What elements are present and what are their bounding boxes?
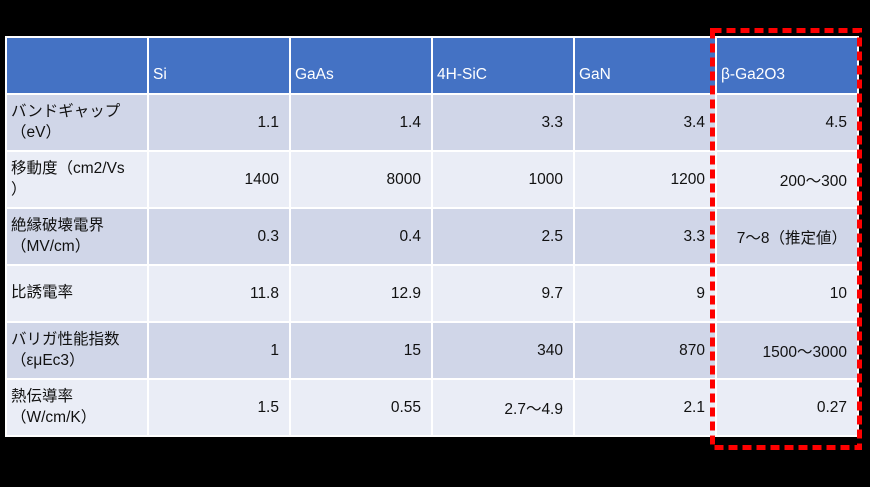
value-cell: 3.3 (431, 93, 575, 152)
value-cell: 0.3 (147, 207, 291, 266)
value-cell: 15 (289, 321, 433, 380)
value-cell: 9 (573, 264, 717, 323)
value-cell: 0.4 (289, 207, 433, 266)
value-cell: 1400 (147, 150, 291, 209)
value-cell: 1500〜3000 (715, 321, 859, 380)
row-label-thermal-conductivity: 熱伝導率 （W/cm/K） (5, 378, 149, 437)
table-row-mobility: 移動度（cm2/Vs ） 1400 8000 1000 1200 200〜300 (5, 150, 859, 209)
row-label-permittivity: 比誘電率 (5, 264, 149, 323)
column-header-gaas: GaAs (289, 36, 433, 95)
value-cell: 2.5 (431, 207, 575, 266)
value-cell: 12.9 (289, 264, 433, 323)
value-cell: 2.7〜4.9 (431, 378, 575, 437)
value-cell: 9.7 (431, 264, 575, 323)
column-header-4h-sic: 4H-SiC (431, 36, 575, 95)
value-cell: 4.5 (715, 93, 859, 152)
column-header-gan: GaN (573, 36, 717, 95)
row-label-bandgap: バンドギャップ （eV） (5, 93, 149, 152)
value-cell: 10 (715, 264, 859, 323)
row-label-breakdown-field: 絶縁破壊電界 （MV/cm） (5, 207, 149, 266)
value-cell: 1000 (431, 150, 575, 209)
value-cell: 1.4 (289, 93, 433, 152)
semiconductor-comparison-table: Si GaAs 4H-SiC GaN β-Ga2O3 バンドギャップ （eV） … (5, 36, 859, 437)
column-header-si: Si (147, 36, 291, 95)
row-label-baliga-fom: バリガ性能指数 （εμEc3） (5, 321, 149, 380)
value-cell: 1.1 (147, 93, 291, 152)
value-cell: 11.8 (147, 264, 291, 323)
table-row-permittivity: 比誘電率 11.8 12.9 9.7 9 10 (5, 264, 859, 323)
header-row: Si GaAs 4H-SiC GaN β-Ga2O3 (5, 36, 859, 95)
table-row-thermal-conductivity: 熱伝導率 （W/cm/K） 1.5 0.55 2.7〜4.9 2.1 0.27 (5, 378, 859, 437)
value-cell: 1 (147, 321, 291, 380)
value-cell: 3.3 (573, 207, 717, 266)
row-label-mobility: 移動度（cm2/Vs ） (5, 150, 149, 209)
value-cell: 2.1 (573, 378, 717, 437)
table-row-breakdown-field: 絶縁破壊電界 （MV/cm） 0.3 0.4 2.5 3.3 7〜8（推定値） (5, 207, 859, 266)
value-cell: 0.27 (715, 378, 859, 437)
value-cell: 0.55 (289, 378, 433, 437)
value-cell: 8000 (289, 150, 433, 209)
header-corner-cell (5, 36, 149, 95)
value-cell: 340 (431, 321, 575, 380)
value-cell: 200〜300 (715, 150, 859, 209)
table-row-bandgap: バンドギャップ （eV） 1.1 1.4 3.3 3.4 4.5 (5, 93, 859, 152)
value-cell: 3.4 (573, 93, 717, 152)
value-cell: 870 (573, 321, 717, 380)
value-cell: 7〜8（推定値） (715, 207, 859, 266)
column-header-ga2o3: β-Ga2O3 (715, 36, 859, 95)
value-cell: 1.5 (147, 378, 291, 437)
value-cell: 1200 (573, 150, 717, 209)
table-row-baliga-fom: バリガ性能指数 （εμEc3） 1 15 340 870 1500〜3000 (5, 321, 859, 380)
